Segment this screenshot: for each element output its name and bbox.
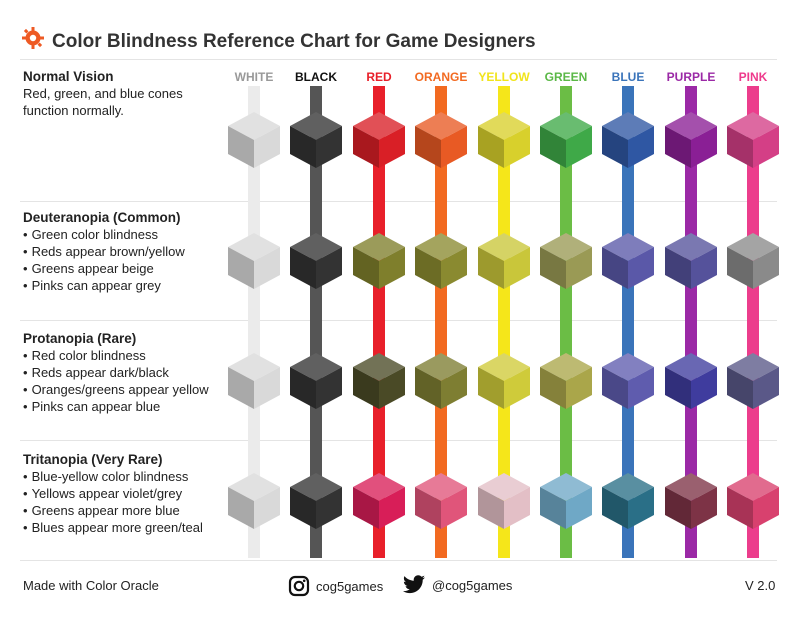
column-label-black: BLACK bbox=[295, 70, 337, 84]
bullet-item: Blue-yellow color blindness bbox=[23, 468, 223, 485]
bullet-item: Pinks can appear blue bbox=[23, 398, 223, 415]
color-cube bbox=[665, 353, 717, 409]
instagram-label: cog5games bbox=[316, 578, 384, 594]
color-cube bbox=[602, 473, 654, 529]
color-cube bbox=[540, 353, 592, 409]
bullet-item: Greens appear beige bbox=[23, 260, 223, 277]
section-title: Deuteranopia (Common) bbox=[23, 210, 181, 225]
color-cube bbox=[602, 112, 654, 168]
color-cube bbox=[540, 112, 592, 168]
color-cube bbox=[415, 473, 467, 529]
column-stripe bbox=[248, 86, 260, 558]
section-deuteranopia: Deuteranopia (Common) Green color blindn… bbox=[23, 210, 223, 294]
color-cube bbox=[415, 353, 467, 409]
bullet-item: Green color blindness bbox=[23, 226, 223, 243]
color-cube bbox=[727, 112, 779, 168]
bullet-item: Yellows appear violet/grey bbox=[23, 485, 223, 502]
color-cube bbox=[290, 233, 342, 289]
color-cube bbox=[478, 112, 530, 168]
color-cube bbox=[228, 233, 280, 289]
column-label-red: RED bbox=[366, 70, 392, 84]
bullet-item: Blues appear more green/teal bbox=[23, 519, 223, 536]
color-cube bbox=[665, 112, 717, 168]
bullet-item: Reds appear dark/black bbox=[23, 364, 223, 381]
divider bbox=[20, 201, 777, 202]
divider bbox=[20, 59, 777, 60]
color-cube bbox=[665, 473, 717, 529]
color-cube bbox=[727, 353, 779, 409]
divider bbox=[20, 440, 777, 441]
page-title: Color Blindness Reference Chart for Game… bbox=[52, 31, 536, 52]
bullet-item: Reds appear brown/yellow bbox=[23, 243, 223, 260]
color-cube bbox=[602, 233, 654, 289]
color-cube bbox=[228, 473, 280, 529]
color-cube bbox=[290, 112, 342, 168]
twitter-icon bbox=[403, 575, 425, 594]
column-stripe bbox=[435, 86, 447, 558]
color-cube bbox=[353, 233, 405, 289]
section-description: Red, green, and blue cones function norm… bbox=[23, 86, 183, 118]
color-cube bbox=[290, 473, 342, 529]
column-label-green: GREEN bbox=[544, 70, 588, 84]
divider bbox=[20, 560, 777, 561]
footer-credit: Made with Color Oracle bbox=[23, 578, 159, 593]
color-cube bbox=[727, 473, 779, 529]
bullet-item: Red color blindness bbox=[23, 347, 223, 364]
color-cube bbox=[290, 353, 342, 409]
section-title: Tritanopia (Very Rare) bbox=[23, 452, 163, 467]
color-cube bbox=[415, 233, 467, 289]
section-title: Protanopia (Rare) bbox=[23, 331, 137, 346]
column-label-yellow: YELLOW bbox=[478, 70, 530, 84]
instagram-handle[interactable]: cog5games bbox=[288, 575, 383, 597]
color-cube bbox=[353, 353, 405, 409]
color-cube bbox=[415, 112, 467, 168]
column-label-blue: BLUE bbox=[611, 70, 645, 84]
color-cube bbox=[540, 233, 592, 289]
twitter-label: @cog5games bbox=[432, 577, 513, 593]
divider bbox=[20, 320, 777, 321]
section-normal-vision: Normal Vision Red, green, and blue cones… bbox=[23, 69, 223, 119]
version-label: V 2.0 bbox=[745, 578, 776, 593]
color-cube bbox=[353, 112, 405, 168]
twitter-handle[interactable]: @cog5games bbox=[402, 575, 512, 595]
bullet-item: Greens appear more blue bbox=[23, 502, 223, 519]
color-cube bbox=[228, 353, 280, 409]
column-stripe bbox=[747, 86, 759, 558]
section-tritanopia: Tritanopia (Very Rare) Blue-yellow color… bbox=[23, 452, 223, 536]
instagram-icon bbox=[288, 575, 310, 597]
color-cube bbox=[540, 473, 592, 529]
color-cube bbox=[727, 233, 779, 289]
color-cube bbox=[602, 353, 654, 409]
bullet-item: Pinks can appear grey bbox=[23, 277, 223, 294]
color-cube bbox=[228, 112, 280, 168]
section-title: Normal Vision bbox=[23, 69, 114, 84]
column-label-orange: ORANGE bbox=[414, 70, 468, 84]
color-cube bbox=[478, 353, 530, 409]
color-cube bbox=[478, 473, 530, 529]
bullet-item: Oranges/greens appear yellow bbox=[23, 381, 223, 398]
column-stripe bbox=[622, 86, 634, 558]
section-protanopia: Protanopia (Rare) Red color blindness Re… bbox=[23, 331, 223, 415]
column-stripe bbox=[373, 86, 385, 558]
color-cube bbox=[353, 473, 405, 529]
column-stripe bbox=[685, 86, 697, 558]
column-stripe bbox=[498, 86, 510, 558]
cog-icon bbox=[22, 27, 44, 49]
color-cube bbox=[478, 233, 530, 289]
column-stripe bbox=[560, 86, 572, 558]
column-stripe bbox=[310, 86, 322, 558]
column-label-purple: PURPLE bbox=[666, 70, 716, 84]
column-label-white: WHITE bbox=[234, 70, 274, 84]
color-cube bbox=[665, 233, 717, 289]
column-label-pink: PINK bbox=[738, 70, 768, 84]
